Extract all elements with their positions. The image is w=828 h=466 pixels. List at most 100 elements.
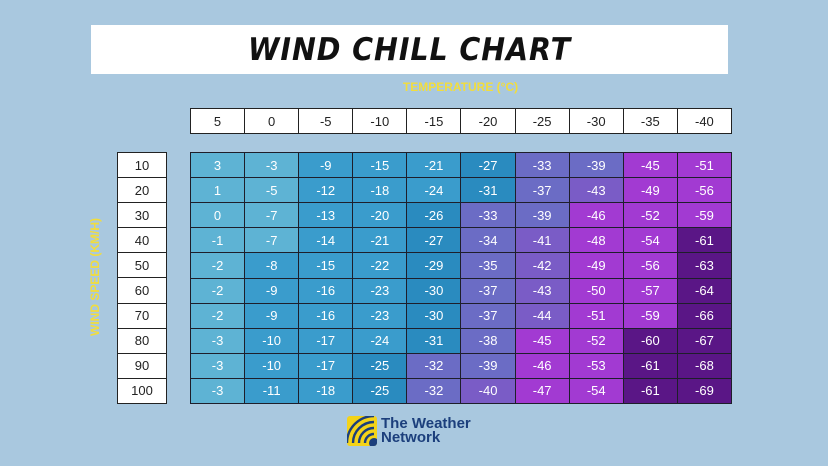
temperature-tick-label: -40 bbox=[694, 113, 714, 129]
wind-speed-tick-label: 30 bbox=[118, 203, 166, 229]
wind-chill-cell: -13 bbox=[299, 203, 353, 228]
wind-chill-cell: -59 bbox=[623, 303, 677, 328]
wind-chill-cell: -23 bbox=[353, 278, 407, 303]
wind-chill-cell: -35 bbox=[461, 253, 515, 278]
wind-chill-cell: -33 bbox=[515, 153, 569, 178]
wind-chill-cell: -21 bbox=[353, 228, 407, 253]
wind-speed-tick-label: 60 bbox=[118, 278, 166, 304]
wind-chill-cell: -21 bbox=[407, 153, 461, 178]
temperature-tick-label: -35 bbox=[624, 109, 678, 133]
wind-chill-cell: -37 bbox=[461, 278, 515, 303]
wind-chill-cell: -54 bbox=[569, 378, 623, 403]
wind-chill-cell: -14 bbox=[299, 228, 353, 253]
wind-chill-cell: -37 bbox=[515, 178, 569, 203]
wind-chill-cell: -49 bbox=[623, 178, 677, 203]
wind-speed-header-column: 10 20 30 40 50 60 70 80 90 100 bbox=[117, 152, 167, 404]
wind-chill-cell: -22 bbox=[353, 253, 407, 278]
wind-chill-cell: -27 bbox=[407, 228, 461, 253]
temperature-tick-label: -20 bbox=[461, 109, 516, 133]
wind-chill-cell: -18 bbox=[299, 378, 353, 403]
wind-chill-cell: -8 bbox=[245, 253, 299, 278]
chart-title: WIND CHILL CHART bbox=[248, 31, 571, 68]
wind-chill-cell: -37 bbox=[461, 303, 515, 328]
wind-speed-tick-label: 70 bbox=[118, 304, 166, 329]
wind-chill-cell: -10 bbox=[245, 328, 299, 353]
temperature-header-row: 5 0 -5 -10 -15 -20 -25 -30 -35 -40 bbox=[190, 108, 732, 134]
wind-chill-cell: -38 bbox=[461, 328, 515, 353]
brand-line-1: The Weather bbox=[381, 415, 471, 432]
wind-chill-cell: -10 bbox=[245, 353, 299, 378]
wind-chill-cell: -27 bbox=[461, 153, 515, 178]
wind-chill-cell: -32 bbox=[407, 378, 461, 403]
title-box: WIND CHILL CHART bbox=[91, 25, 728, 74]
wind-chill-cell: -3 bbox=[191, 328, 245, 353]
wind-chill-cell: -25 bbox=[353, 378, 407, 403]
wind-chill-cell: -15 bbox=[299, 253, 353, 278]
weather-network-logo-icon bbox=[347, 416, 377, 446]
wind-chill-cell: -56 bbox=[677, 178, 731, 203]
wind-chill-cell: -7 bbox=[245, 228, 299, 253]
wind-chill-cell: -48 bbox=[569, 228, 623, 253]
temperature-tick-label: -15 bbox=[407, 109, 462, 133]
brand-name: The Weather Network bbox=[381, 415, 471, 446]
wind-chill-cell: -31 bbox=[407, 328, 461, 353]
temperature-tick-label: 0 bbox=[245, 109, 300, 133]
wind-chill-cell: -53 bbox=[569, 353, 623, 378]
wind-chill-grid: 3 -3 -9 -15 -21 -27 -33 -39 -45 -51 1 -5 -12 -18 -24 -3… bbox=[190, 152, 732, 404]
wind-chill-cell: -59 bbox=[677, 203, 731, 228]
wind-chill-cell: -39 bbox=[515, 203, 569, 228]
wind-chill-cell: -54 bbox=[623, 228, 677, 253]
wind-chill-cell: -49 bbox=[569, 253, 623, 278]
wind-chill-cell: -33 bbox=[461, 203, 515, 228]
wind-chill-cell: -67 bbox=[677, 328, 731, 353]
wind-chill-cell: -60 bbox=[623, 328, 677, 353]
wind-chill-cell: -16 bbox=[299, 303, 353, 328]
temperature-tick-label: 5 bbox=[191, 109, 246, 133]
wind-chill-cell: -17 bbox=[299, 328, 353, 353]
wind-chill-cell: -40 bbox=[461, 378, 515, 403]
wind-chill-cell: -56 bbox=[623, 253, 677, 278]
wind-chill-cell: -66 bbox=[677, 303, 731, 328]
wind-chill-cell: -34 bbox=[461, 228, 515, 253]
wind-chill-cell: -12 bbox=[299, 178, 353, 203]
temperature-tick-label: -30 bbox=[570, 109, 624, 133]
wind-chill-cell: -39 bbox=[569, 153, 623, 178]
wind-chill-cell: 0 bbox=[191, 203, 245, 228]
temperature-axis-label: TEMPERATURE (°C) bbox=[402, 80, 519, 94]
wind-chill-cell: -23 bbox=[353, 303, 407, 328]
wind-chill-cell: -50 bbox=[569, 278, 623, 303]
temperature-tick-label: -10 bbox=[353, 109, 408, 133]
wind-speed-tick-label: 10 bbox=[118, 153, 166, 179]
wind-chill-cell: -39 bbox=[461, 353, 515, 378]
wind-chill-cell: -9 bbox=[245, 278, 299, 303]
wind-chill-cell: -7 bbox=[245, 203, 299, 228]
wind-chill-cell: -9 bbox=[299, 153, 353, 178]
wind-chill-cell: -9 bbox=[245, 303, 299, 328]
wind-chill-cell: -52 bbox=[623, 203, 677, 228]
wind-chill-cell: -24 bbox=[353, 328, 407, 353]
wind-chill-cell: -61 bbox=[623, 353, 677, 378]
wind-chill-cell: -3 bbox=[245, 153, 299, 178]
temperature-tick-label: -25 bbox=[516, 109, 570, 133]
wind-chill-cell: -31 bbox=[461, 178, 515, 203]
wind-chill-cell: -43 bbox=[569, 178, 623, 203]
wind-chill-cell: 1 bbox=[191, 178, 245, 203]
brand-line-2: Network bbox=[381, 429, 441, 446]
wind-chill-cell: -45 bbox=[623, 153, 677, 178]
wind-chill-cell: -42 bbox=[515, 253, 569, 278]
wind-speed-tick-label: 90 bbox=[118, 354, 166, 379]
wind-speed-tick-label: 20 bbox=[118, 178, 166, 204]
wind-chill-cell: -69 bbox=[677, 378, 731, 403]
wind-chill-cell: -29 bbox=[407, 253, 461, 278]
wind-chill-cell: -30 bbox=[407, 303, 461, 328]
wind-chill-cell: -68 bbox=[677, 353, 731, 378]
wind-chill-cell: -32 bbox=[407, 353, 461, 378]
wind-chill-cell: -63 bbox=[677, 253, 731, 278]
wind-chill-cell: -3 bbox=[191, 378, 245, 403]
wind-chill-cell: -51 bbox=[677, 153, 731, 178]
wind-chill-cell: -46 bbox=[515, 353, 569, 378]
wind-chill-cell: -43 bbox=[515, 278, 569, 303]
wind-chill-cell: -61 bbox=[677, 228, 731, 253]
wind-speed-tick-label: 100 bbox=[131, 383, 153, 399]
wind-chill-cell: -51 bbox=[569, 303, 623, 328]
